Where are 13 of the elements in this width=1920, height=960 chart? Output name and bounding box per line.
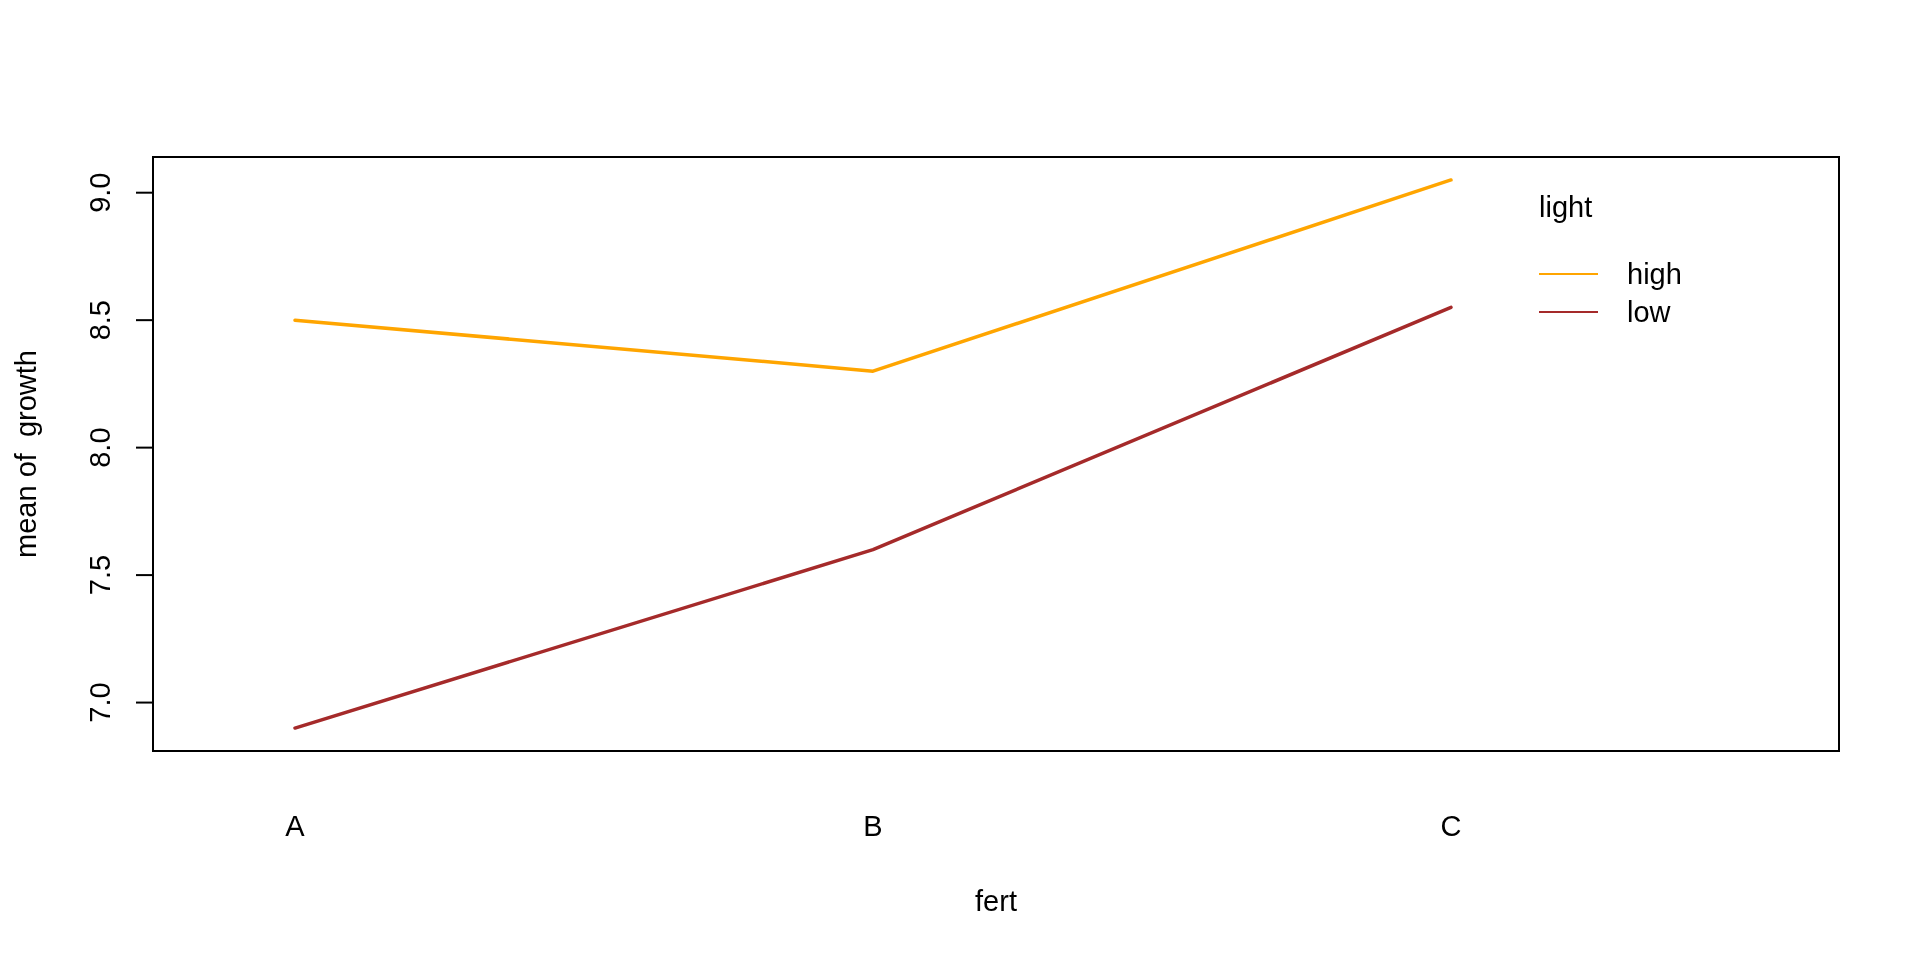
y-tick-label: 7.5 [84, 554, 116, 596]
x-tick-label: B [863, 810, 883, 842]
legend-title: light [1539, 191, 1593, 223]
y-tick-label: 8.5 [84, 299, 116, 341]
x-axis-title: fert [975, 885, 1017, 917]
y-tick-label: 8.0 [84, 427, 116, 468]
legend-label: low [1627, 296, 1672, 328]
x-tick-label: A [285, 810, 306, 842]
legend-label: high [1627, 258, 1682, 290]
y-tick-label: 9.0 [84, 172, 116, 213]
y-axis-title: mean of growth [10, 350, 42, 558]
x-tick-label: C [1440, 810, 1462, 842]
y-tick-label: 7.0 [84, 682, 116, 723]
